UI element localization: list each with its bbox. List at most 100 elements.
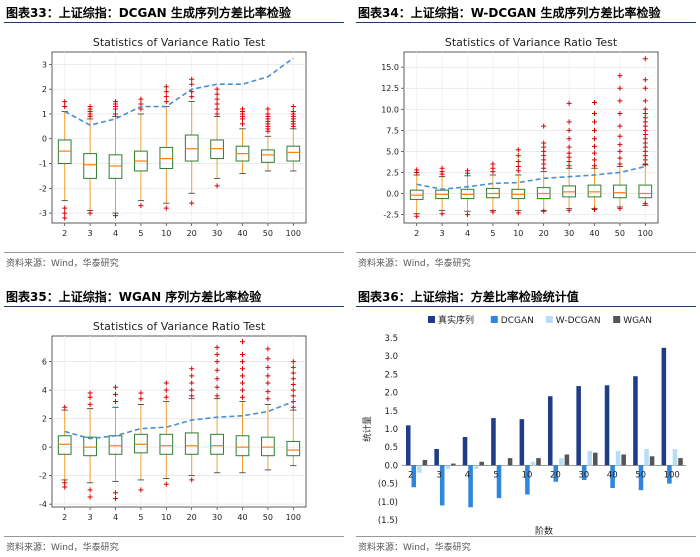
bar <box>610 465 615 488</box>
flier-point <box>113 490 118 496</box>
figure-33-title: 图表33：上证综指：DCGAN 生成序列方差比率检验 <box>6 6 291 20</box>
bar <box>604 385 610 466</box>
flier-point <box>642 85 648 91</box>
flier-point <box>87 401 93 407</box>
box <box>235 435 250 457</box>
figure-33-chart: Statistics of Variance Ratio Test -3 -2 -1 0… <box>39 36 307 238</box>
x-tick-label: 50 <box>615 229 625 238</box>
bar <box>473 465 479 470</box>
bar <box>525 465 530 495</box>
y-tick-label: -1 <box>39 160 47 169</box>
flier-point <box>617 161 623 167</box>
figure-34-source: 资料来源：Wind，华泰研究 <box>358 259 471 269</box>
flier-point <box>642 56 648 62</box>
legend-swatch <box>428 316 435 323</box>
flier-point <box>62 205 68 211</box>
box <box>184 432 199 455</box>
y-tick-label: 4 <box>42 386 47 395</box>
flier-point <box>87 390 93 396</box>
flier-point <box>290 364 296 370</box>
legend-label: W-DCGAN <box>556 316 601 326</box>
flier-point <box>214 111 220 117</box>
figure-34-top-rule <box>356 22 696 23</box>
flier-point <box>240 373 245 379</box>
bar <box>530 461 536 466</box>
flier-point <box>592 136 597 142</box>
y-tick-label: 2 <box>42 85 47 94</box>
box <box>159 433 174 455</box>
flier-point <box>290 404 296 410</box>
x-tick-label: 100 <box>638 229 653 238</box>
bar <box>593 452 598 466</box>
flier-point <box>642 161 648 167</box>
bar <box>468 465 473 508</box>
flier-point <box>642 123 648 129</box>
flier-point <box>163 205 169 211</box>
flier-point <box>290 370 296 376</box>
flier-point <box>592 110 597 116</box>
y-tick-label: 0 <box>42 443 47 452</box>
figure-33-top-rule <box>4 22 344 23</box>
y-tick-label: 2.5 <box>384 370 398 380</box>
figure-36: 图表36：上证综指：方差比率检验统计值 真实序列 DCGAN W-DCGAN WGAN… <box>356 284 696 556</box>
y-tick-label: 2.0 <box>384 389 398 399</box>
flier-point <box>642 153 648 159</box>
bar <box>439 465 445 506</box>
flier-point <box>515 153 521 159</box>
box <box>83 436 97 457</box>
figure-34: 图表34：上证综指：W-DCGAN 生成序列方差比率检验 Statistics … <box>356 0 696 272</box>
bar <box>638 465 644 491</box>
flier-point <box>189 373 195 379</box>
y-tick-label: 15.0 <box>381 63 399 72</box>
flier-point <box>617 123 623 129</box>
flier-point <box>62 210 68 216</box>
flier-point <box>214 352 220 358</box>
flier-point <box>240 121 245 127</box>
bar <box>502 465 507 466</box>
flier-point <box>414 213 420 219</box>
flier-point <box>439 211 445 217</box>
flier-point <box>265 380 271 386</box>
y-tick-label: 0 <box>42 135 47 144</box>
figure-36-bottom-rule <box>356 536 696 537</box>
figure-36-source: 资料来源：Wind，华泰研究 <box>358 543 471 553</box>
y-tick-label: -2 <box>39 472 47 481</box>
figure-35-source: 资料来源：Wind，华泰研究 <box>6 543 119 553</box>
flier-point <box>515 147 521 153</box>
flier-point <box>566 150 572 156</box>
flier-point <box>113 399 118 405</box>
mean-line <box>416 165 646 191</box>
flier-point <box>240 387 245 393</box>
x-tick-label: 4 <box>113 229 118 238</box>
figure-36-title: 图表36：上证综指：方差比率检验统计值 <box>358 290 579 304</box>
x-tick-label: 5 <box>138 513 143 522</box>
flier-point <box>290 108 296 114</box>
bar <box>422 459 428 466</box>
plot-area <box>51 51 307 224</box>
flier-point <box>642 127 648 133</box>
box <box>638 184 653 199</box>
x-tick-label: 20 <box>550 470 561 480</box>
flier-point <box>592 143 597 149</box>
y-tick-label: 7.5 <box>386 126 399 135</box>
flier-point <box>214 101 220 107</box>
flier-point <box>566 119 572 125</box>
flier-point <box>515 159 521 165</box>
flier-point <box>113 384 118 390</box>
figure-35-title: 图表35：上证综指：WGAN 序列方差比率检验 <box>6 290 262 304</box>
bar <box>479 461 484 466</box>
flier-point <box>240 380 245 386</box>
flier-point <box>566 100 572 106</box>
flier-point <box>617 110 623 116</box>
bar <box>633 376 638 466</box>
bar <box>536 458 541 466</box>
y-tick-label: 5.0 <box>386 147 399 156</box>
x-tick-label: 2 <box>62 229 67 238</box>
y-tick-label: -2.5 <box>383 211 399 220</box>
x-tick-label: 5 <box>138 229 143 238</box>
flier-point <box>265 111 271 117</box>
y-tick-label: 0.5 <box>384 443 398 453</box>
figure-33-bottom-rule <box>4 252 344 253</box>
flier-point <box>566 207 572 213</box>
y-tick-label: 1 <box>42 110 47 119</box>
